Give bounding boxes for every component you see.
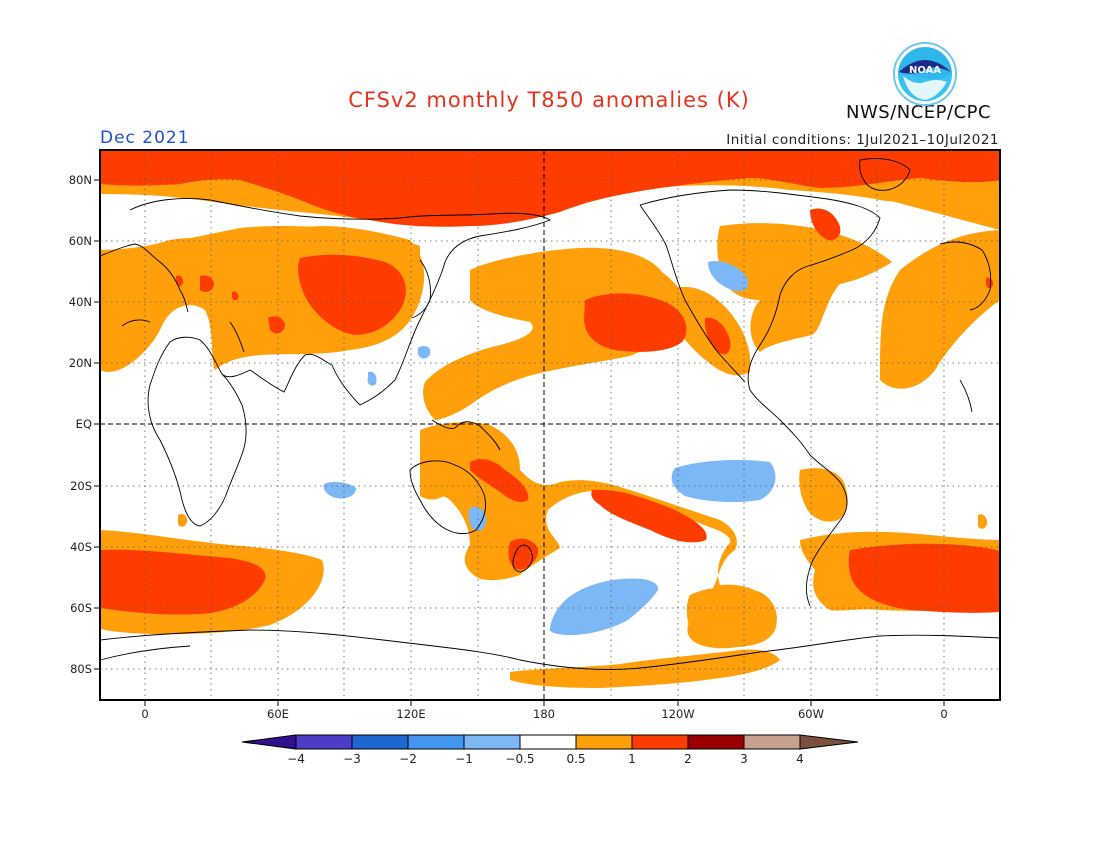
forecast-month: Dec 2021 bbox=[100, 128, 190, 148]
anomaly-red-regions bbox=[100, 150, 1000, 615]
reference-lines bbox=[100, 150, 1000, 700]
longitude-labels: 0 60E 120E 180 120W 60W 0 bbox=[141, 707, 947, 721]
lat-label: EQ bbox=[76, 417, 92, 431]
lon-label: 0 bbox=[141, 707, 148, 721]
colorbar-high-arrow bbox=[799, 734, 859, 750]
lat-label: 20N bbox=[69, 356, 92, 370]
lat-label: 60S bbox=[70, 601, 92, 615]
lat-label: 20S bbox=[70, 479, 92, 493]
colorbar-bin bbox=[687, 734, 745, 750]
lat-label: 80S bbox=[70, 662, 92, 676]
map-title: CFSv2 monthly T850 anomalies (K) bbox=[348, 88, 750, 112]
lat-label: 40N bbox=[69, 295, 92, 309]
lon-label: 180 bbox=[533, 707, 555, 721]
colorbar-bin bbox=[463, 734, 521, 750]
colorbar-bin bbox=[575, 734, 633, 750]
lat-label: 40S bbox=[70, 540, 92, 554]
noaa-logo: NOAA bbox=[893, 42, 957, 106]
initial-conditions: Initial conditions: 1Jul2021–10Jul2021 bbox=[726, 132, 999, 148]
lon-label: 60E bbox=[267, 707, 289, 721]
colorbar-label: −0.5 bbox=[505, 752, 534, 766]
colorbar-label: −2 bbox=[399, 752, 417, 766]
lat-label: 80N bbox=[69, 173, 92, 187]
lon-label: 120E bbox=[396, 707, 425, 721]
organization-label: NWS/NCEP/CPC bbox=[846, 102, 992, 123]
colorbar-label: −1 bbox=[455, 752, 473, 766]
lon-label: 0 bbox=[940, 707, 947, 721]
colorbar-bin bbox=[519, 734, 577, 750]
colorbar-label: −3 bbox=[343, 752, 361, 766]
latitude-labels: 80N 60N 40N 20N EQ 20S 40S 60S 80S bbox=[69, 173, 92, 676]
svg-text:NOAA: NOAA bbox=[909, 65, 941, 76]
anomaly-blue-regions bbox=[323, 260, 776, 636]
colorbar-label: 4 bbox=[796, 752, 804, 766]
colorbar-label: 1 bbox=[628, 752, 636, 766]
colorbar-label: −4 bbox=[287, 752, 305, 766]
coastlines bbox=[99, 158, 1001, 671]
lat-label: 60N bbox=[69, 234, 92, 248]
lon-label: 60W bbox=[798, 707, 824, 721]
colorbar-label: 2 bbox=[684, 752, 692, 766]
colorbar-label: 3 bbox=[740, 752, 748, 766]
colorbar-bin bbox=[743, 734, 801, 750]
colorbar-bin bbox=[295, 734, 353, 750]
colorbar-low-arrow bbox=[241, 734, 297, 750]
colorbar-bin bbox=[407, 734, 465, 750]
colorbar-bin bbox=[631, 734, 689, 750]
lon-label: 120W bbox=[661, 707, 694, 721]
colorbar: −4 −3 −2 −1 −0.5 0.5 1 2 3 4 bbox=[241, 734, 859, 766]
colorbar-label: 0.5 bbox=[566, 752, 585, 766]
grid bbox=[100, 150, 1000, 700]
colorbar-bin bbox=[351, 734, 409, 750]
